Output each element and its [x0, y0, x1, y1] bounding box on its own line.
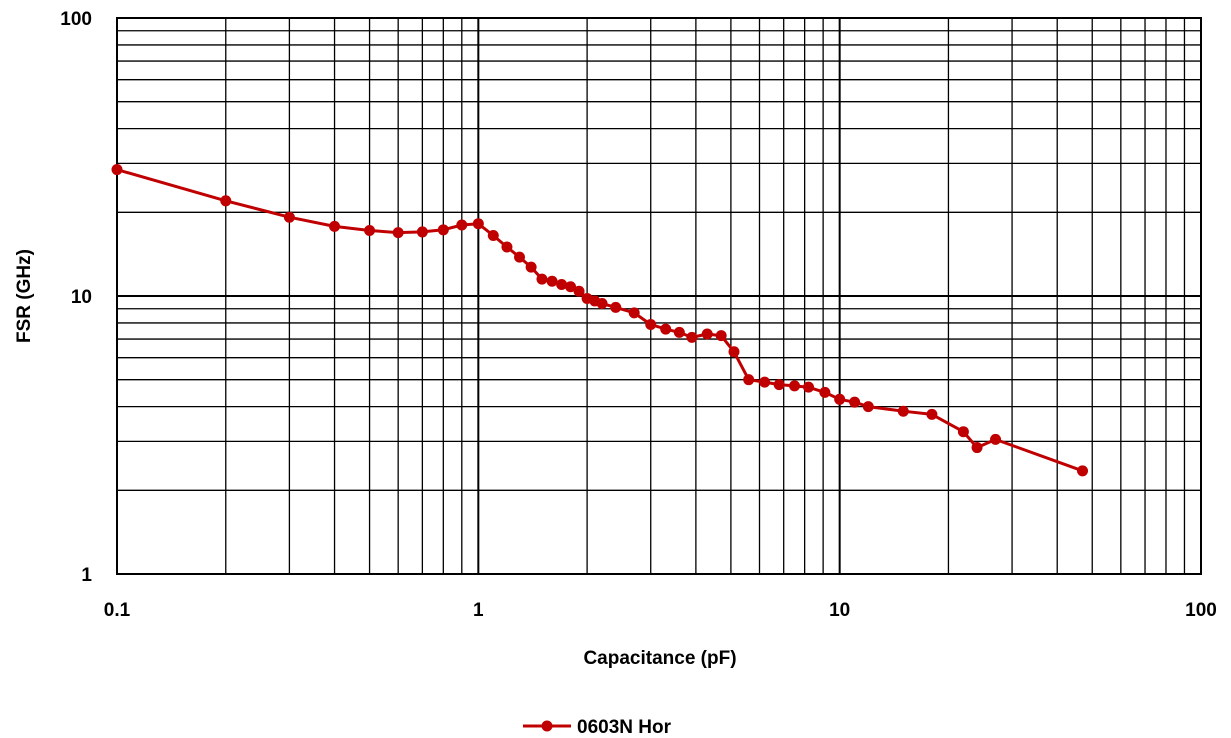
- series-line: [116, 168, 1084, 473]
- data-point: [487, 230, 499, 242]
- data-point: [660, 323, 672, 335]
- data-point: [803, 381, 815, 393]
- legend-series-marker: [541, 720, 553, 732]
- data-point: [329, 220, 341, 232]
- data-point: [220, 195, 232, 207]
- data-point: [1077, 465, 1089, 477]
- data-point: [392, 227, 404, 239]
- data-point: [759, 376, 771, 388]
- data-point: [525, 261, 537, 273]
- legend-series-label: 0603N Hor: [577, 717, 672, 738]
- data-point: [573, 285, 585, 297]
- data-point: [283, 211, 295, 223]
- data-point: [610, 301, 622, 313]
- data-point: [897, 405, 909, 417]
- data-point: [565, 281, 577, 293]
- y-tick-label: 10: [71, 287, 92, 308]
- x-tick-label: 1: [473, 600, 484, 621]
- data-point: [673, 326, 685, 338]
- data-point: [514, 251, 526, 263]
- series-layer: [111, 164, 1089, 477]
- data-point: [849, 396, 861, 408]
- data-point: [971, 442, 983, 454]
- data-point: [628, 307, 640, 319]
- x-tick-label: 10: [829, 600, 850, 621]
- plot-frame: [116, 17, 1202, 575]
- data-point: [743, 374, 755, 386]
- data-point: [536, 273, 548, 285]
- x-tick-labels: 0.1 1 10 100: [104, 600, 1217, 621]
- data-point: [926, 408, 938, 420]
- data-point: [546, 275, 558, 287]
- data-point: [501, 241, 513, 253]
- data-point: [686, 331, 698, 343]
- data-point: [556, 278, 568, 290]
- data-point: [834, 393, 846, 405]
- legend: 0603N Hor: [523, 717, 672, 738]
- grid-lines: [116, 18, 1201, 575]
- data-point: [456, 219, 468, 231]
- data-point: [773, 379, 785, 391]
- data-point: [957, 426, 969, 438]
- y-tick-label: 100: [60, 9, 92, 30]
- data-point: [416, 226, 428, 238]
- data-point: [789, 380, 801, 392]
- data-point: [111, 164, 123, 176]
- data-point: [728, 346, 740, 358]
- data-point: [715, 330, 727, 342]
- data-point: [596, 297, 608, 309]
- data-point: [990, 433, 1002, 445]
- data-point: [645, 318, 657, 330]
- x-tick-label: 100: [1185, 600, 1217, 621]
- x-axis-title: Capacitance (pF): [583, 648, 736, 669]
- y-tick-labels: 1 10 100: [60, 9, 92, 586]
- data-point: [701, 328, 713, 340]
- data-point: [862, 401, 874, 413]
- data-point: [472, 218, 484, 230]
- data-point: [819, 386, 831, 398]
- data-point: [437, 224, 449, 236]
- y-axis-title: FSR (GHz): [14, 249, 35, 343]
- data-point: [364, 225, 376, 237]
- x-tick-label: 0.1: [104, 600, 131, 621]
- y-tick-label: 1: [81, 565, 92, 586]
